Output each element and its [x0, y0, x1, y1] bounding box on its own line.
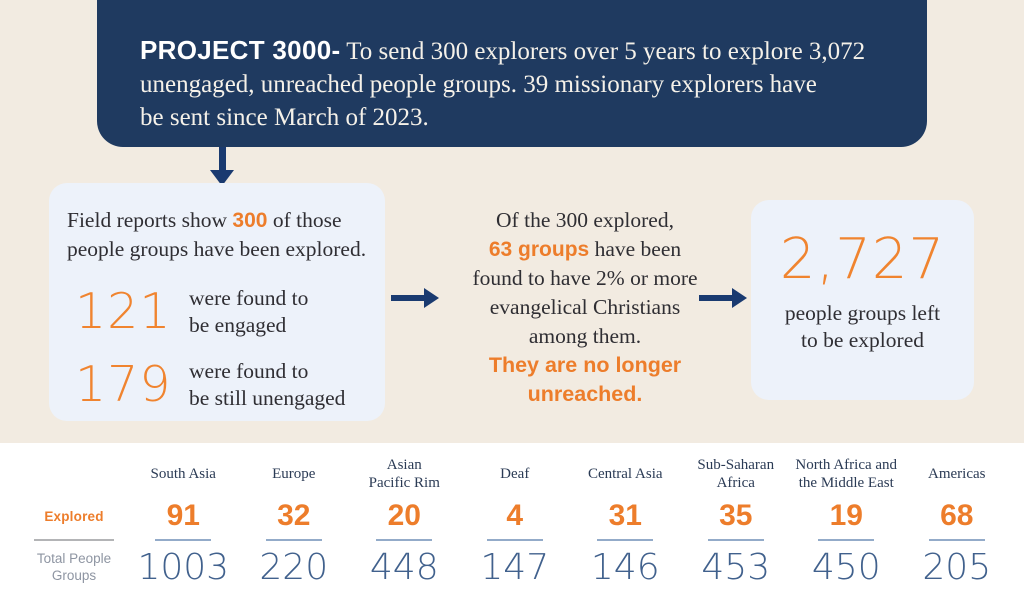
region-total-count: 220	[259, 546, 329, 588]
region-column-north-africa-middle-east: North Africa and the Middle East 19 450	[791, 451, 902, 608]
region-total-count: 1003	[137, 546, 230, 588]
region-name: Americas	[928, 466, 986, 482]
region-column-americas: Americas 68 205	[902, 451, 1013, 608]
region-total-count: 147	[480, 546, 550, 588]
summary-line-5: among them.	[528, 324, 642, 348]
right-arrow-icon	[391, 288, 439, 308]
right-arrow-head	[424, 288, 439, 308]
hero-line-1-text: To send 300 explorers over 5 years to ex…	[340, 38, 866, 65]
column-divider	[376, 539, 433, 541]
project-title: PROJECT 3000-	[140, 35, 341, 65]
region-name: Deaf	[500, 466, 530, 482]
no-longer-unreached-text: They are no longer unreached.	[488, 353, 682, 406]
total-row-label: Total People Groups	[36, 551, 112, 583]
hero-line-3: be sent since March of 2023.	[140, 104, 429, 131]
region-name: Europe	[272, 466, 316, 482]
explored-count-highlight: 300	[232, 209, 268, 232]
summary-line-2: have been	[589, 237, 682, 261]
region-explored-count: 35	[719, 499, 753, 532]
field-reports-card: Field reports show 300 of those people g…	[49, 183, 385, 421]
regions-table: Explored Total People Groups South Asia …	[0, 443, 1024, 608]
region-name: South Asia	[150, 466, 216, 482]
region-explored-count: 4	[506, 499, 524, 532]
region-column-asian-pacific-rim: Asian Pacific Rim 20 448	[349, 451, 460, 608]
column-divider	[486, 539, 543, 541]
region-name: Central Asia	[587, 466, 663, 482]
region-explored-count: 32	[277, 499, 311, 532]
field-intro-pre: Field reports show	[67, 208, 233, 232]
field-intro-post: of those	[267, 208, 342, 232]
summary-line-1: Of the 300 explored,	[496, 208, 674, 232]
engaged-stat-row: 121 were found to be engaged	[75, 283, 375, 340]
region-column-central-asia: Central Asia 31 146	[570, 451, 681, 608]
region-name: Sub-Saharan Africa	[697, 457, 775, 491]
right-arrow-shaft	[391, 295, 424, 301]
unengaged-label: were found to be still unengaged	[189, 358, 346, 410]
explored-row-label: Explored	[44, 508, 104, 524]
region-total-count: 450	[811, 546, 881, 588]
region-total-count: 205	[922, 546, 992, 588]
region-explored-count: 91	[166, 499, 200, 532]
region-name: North Africa and the Middle East	[795, 457, 898, 491]
column-divider	[155, 539, 212, 541]
hero-banner: PROJECT 3000- To send 300 explorers over…	[97, 0, 927, 147]
hero-line-2: unengaged, unreached people groups. 39 m…	[140, 71, 817, 98]
down-arrow-head	[210, 170, 234, 186]
region-total-count: 453	[701, 546, 771, 588]
unengaged-stat-row: 179 were found to be still unengaged	[75, 356, 375, 413]
right-arrow-shaft	[699, 295, 732, 301]
region-column-europe: Europe 32 220	[239, 451, 350, 608]
down-arrow-icon	[210, 147, 234, 186]
engaged-label: were found to be engaged	[189, 285, 309, 337]
remaining-caption: people groups left to be explored	[784, 301, 941, 352]
region-explored-count: 20	[387, 499, 421, 532]
row-labels-column: Explored Total People Groups	[20, 451, 128, 608]
label-divider	[34, 539, 114, 541]
summary-text: Of the 300 explored, 63 groups have been…	[450, 206, 720, 409]
remaining-groups-card: 2,727 people groups left to be explored	[751, 200, 974, 400]
unengaged-count: 179	[75, 356, 172, 413]
region-total-count: 448	[369, 546, 439, 588]
column-divider	[597, 539, 654, 541]
groups-count-highlight: 63 groups	[488, 238, 590, 261]
region-column-sub-saharan-africa: Sub-Saharan Africa 35 453	[681, 451, 792, 608]
region-column-deaf: Deaf 4 147	[460, 451, 571, 608]
right-arrow-icon	[699, 288, 747, 308]
column-divider	[707, 539, 764, 541]
remaining-count: 2,727	[779, 227, 946, 292]
column-divider	[265, 539, 322, 541]
hero-line-1: PROJECT 3000- To send 300 explorers over…	[140, 34, 907, 68]
summary-line-4: evangelical Christians	[489, 295, 681, 319]
down-arrow-shaft	[218, 147, 226, 170]
column-divider	[928, 539, 985, 541]
region-explored-count: 19	[829, 499, 863, 532]
right-arrow-head	[732, 288, 747, 308]
engaged-count: 121	[75, 283, 172, 340]
summary-line-3: found to have 2% or more	[472, 266, 698, 290]
field-intro-line2: people groups have been explored.	[67, 237, 367, 261]
region-name: Asian Pacific Rim	[368, 457, 440, 491]
region-explored-count: 31	[608, 499, 642, 532]
region-column-south-asia: South Asia 91 1003	[128, 451, 239, 608]
region-total-count: 146	[590, 546, 660, 588]
field-intro-text: Field reports show 300 of those people g…	[67, 206, 375, 264]
region-explored-count: 68	[940, 499, 974, 532]
column-divider	[818, 539, 875, 541]
